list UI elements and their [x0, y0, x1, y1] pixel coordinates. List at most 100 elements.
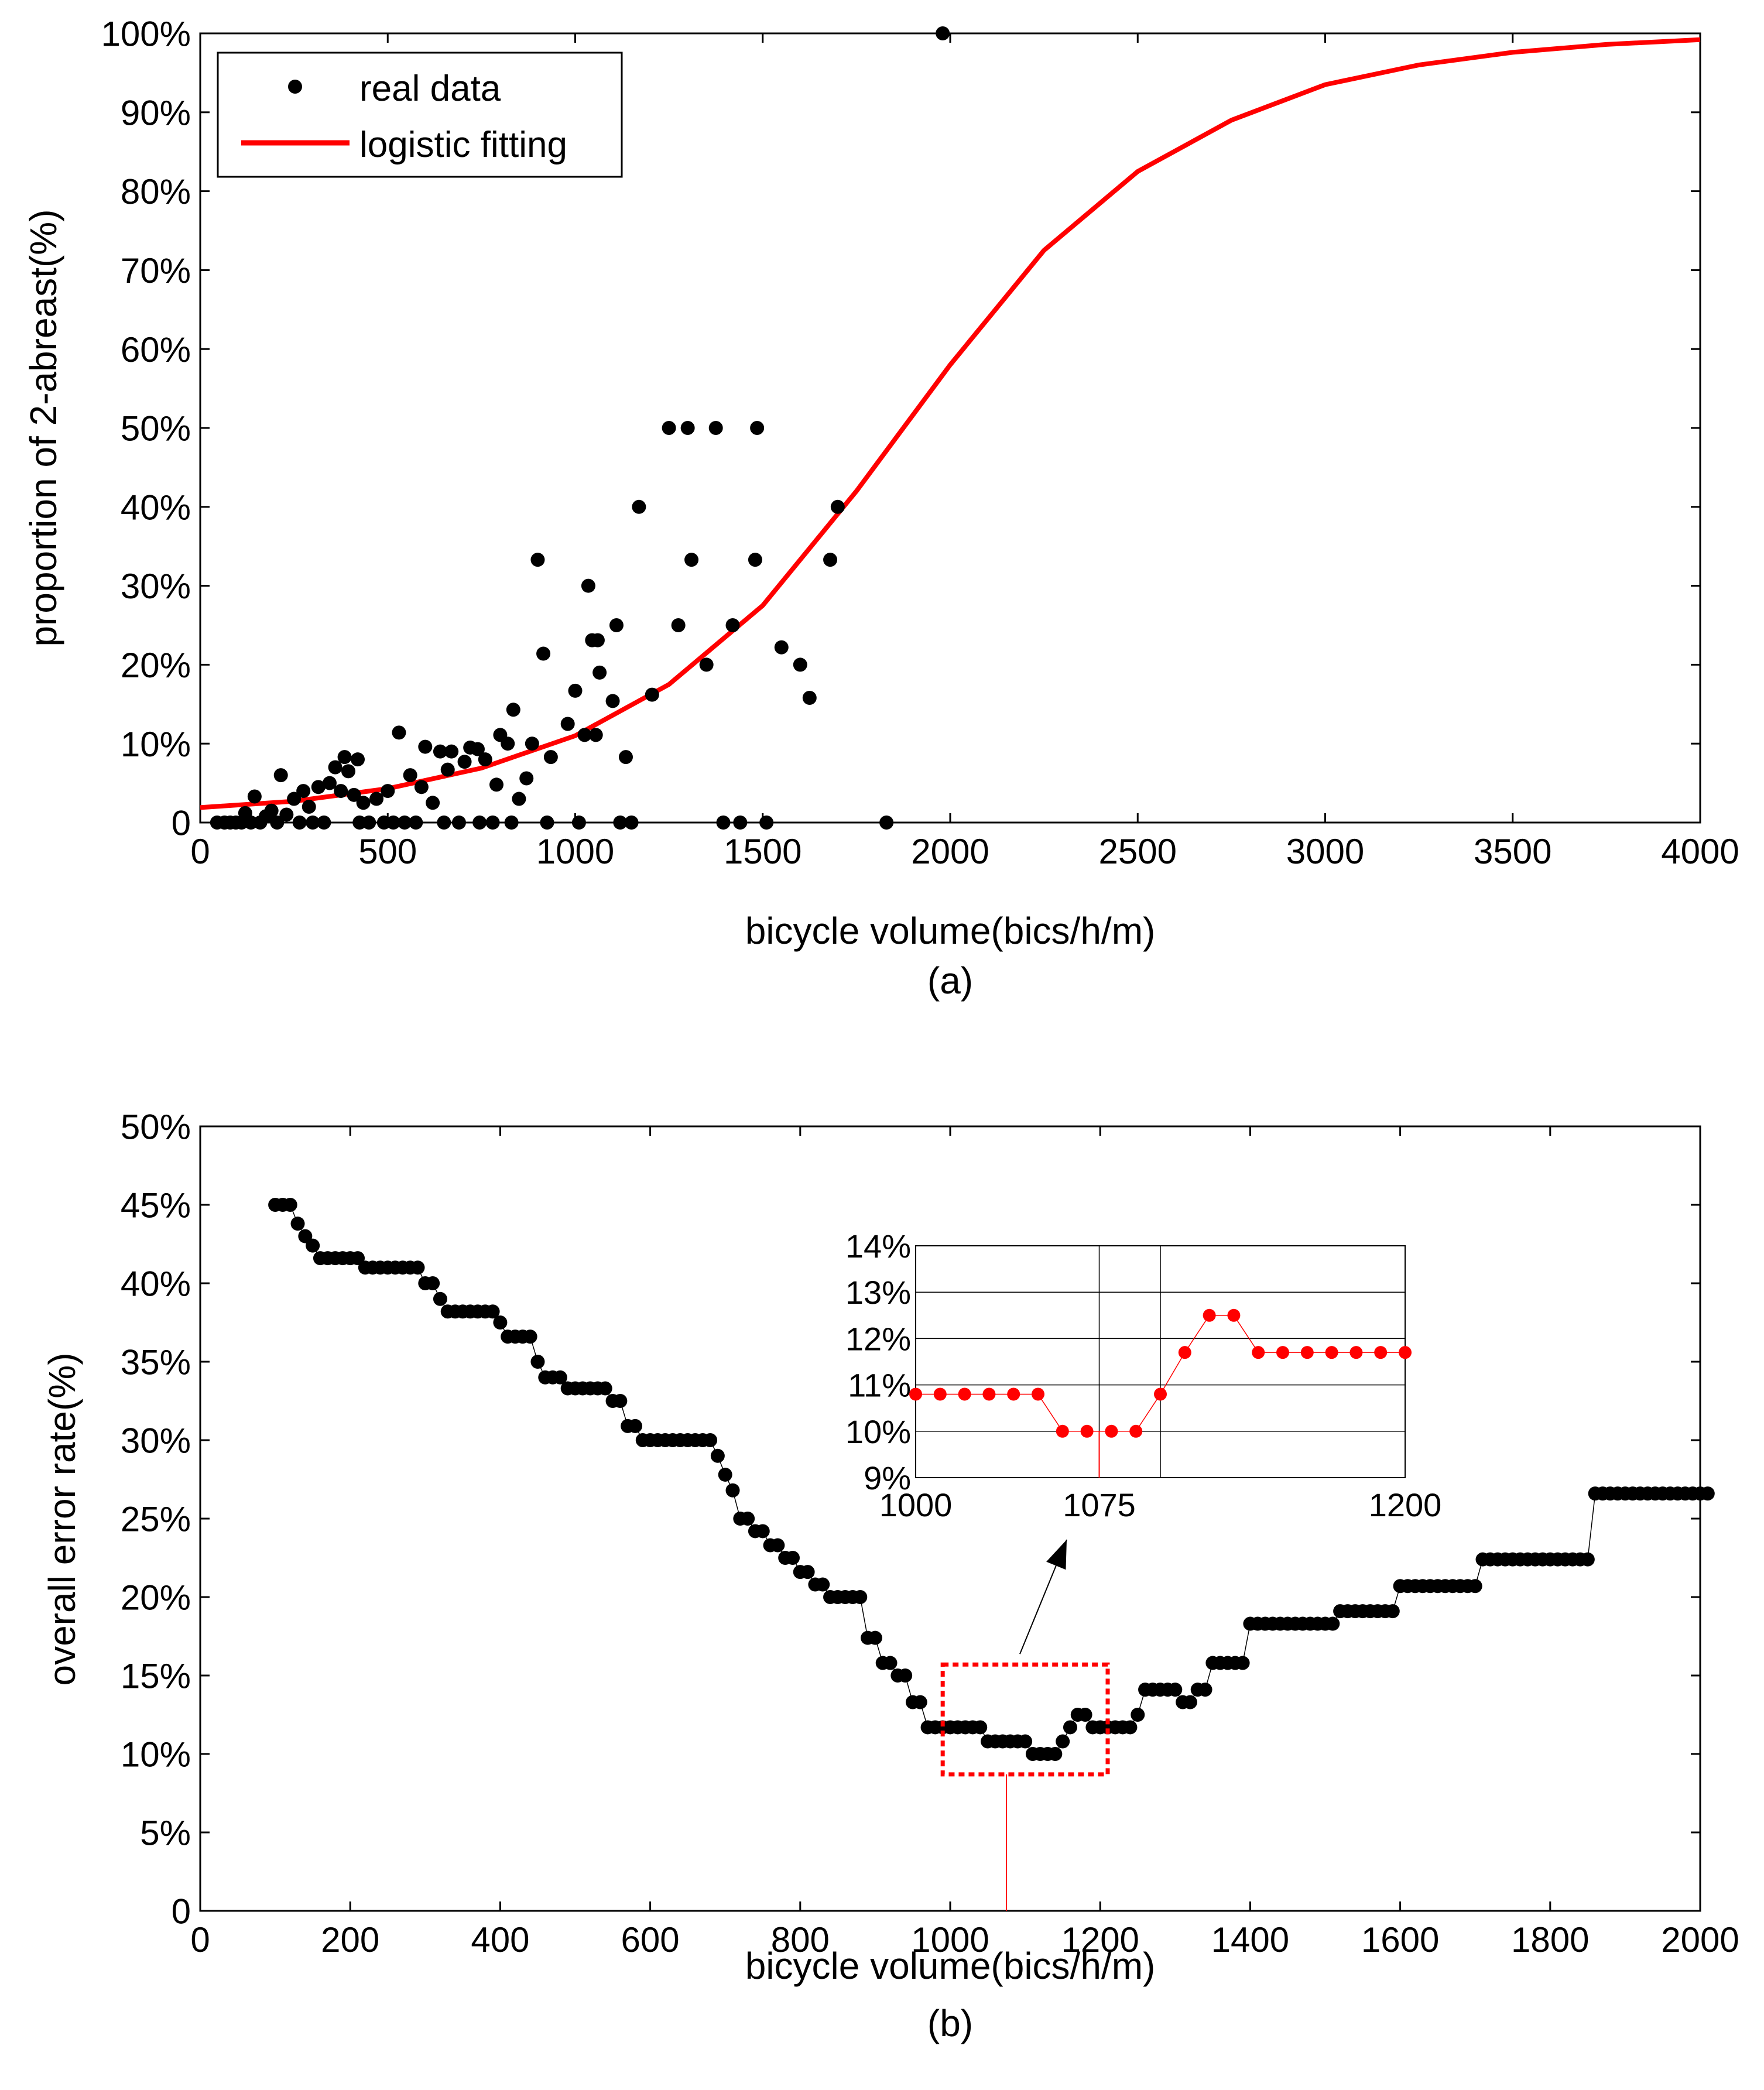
- real-data-point: [279, 807, 294, 822]
- chart-b-y-tick-labels: 0 5% 10% 15% 20% 25% 30% 35% 40% 45% 50%: [121, 1108, 191, 1931]
- error-rate-point: [523, 1330, 537, 1344]
- error-rate-point: [725, 1483, 740, 1498]
- error-rate-point: [613, 1394, 628, 1408]
- real-data-point: [478, 752, 492, 767]
- real-data-point: [386, 816, 400, 830]
- real-data-point: [609, 618, 624, 632]
- error-rate-point: [741, 1512, 755, 1526]
- chart-b-highlight-layer: [940, 1539, 1110, 1911]
- b-y-tick-label: 10%: [121, 1735, 191, 1774]
- real-data-point: [472, 816, 487, 830]
- real-data-point: [793, 657, 807, 672]
- real-data-point: [287, 792, 302, 806]
- real-data-point: [936, 26, 950, 40]
- real-data-point: [337, 750, 352, 765]
- b-y-tick-label: 35%: [121, 1343, 191, 1382]
- real-data-point: [590, 633, 605, 647]
- inset-point: [1032, 1387, 1044, 1401]
- a-x-tick-label: 3000: [1286, 832, 1364, 871]
- chart-b-y-axis-title: overall error rate(%): [41, 1352, 83, 1685]
- b-y-tick-label: 50%: [121, 1108, 191, 1147]
- a-x-tick-label: 1000: [536, 832, 614, 871]
- real-data-point: [414, 780, 429, 794]
- error-rate-point: [598, 1381, 612, 1396]
- b-y-tick-label: 5%: [140, 1814, 191, 1853]
- error-rate-point: [1235, 1656, 1250, 1670]
- real-data-point: [632, 499, 646, 514]
- real-data-point: [618, 750, 633, 765]
- highlight-box: [940, 1662, 1110, 1777]
- real-data-point: [684, 553, 699, 567]
- chart-a-points-layer: [210, 26, 950, 830]
- inset-point: [1203, 1308, 1216, 1322]
- real-data-point: [356, 796, 371, 810]
- chart-a: 0 500 1000 1500 2000 2500 3000 3500 4000 0 10% 20%…: [22, 15, 1739, 1002]
- a-y-tick-label: 100%: [101, 15, 191, 54]
- inset-x-tick-labels: 1000 1075 1200: [879, 1486, 1442, 1523]
- inset-point: [1325, 1346, 1338, 1359]
- chart-b-points-layer: [268, 1198, 1715, 1761]
- real-data-point: [322, 776, 337, 790]
- real-data-point: [662, 421, 676, 435]
- a-y-tick-label: 80%: [121, 172, 191, 211]
- real-data-point: [748, 553, 762, 567]
- a-x-tick-label: 4000: [1661, 832, 1739, 871]
- real-data-point: [519, 771, 534, 786]
- b-y-tick-label: 25%: [121, 1500, 191, 1539]
- inset-point: [1252, 1346, 1265, 1359]
- error-rate-point: [816, 1577, 830, 1592]
- real-data-point: [440, 762, 455, 777]
- error-rate-point: [553, 1370, 567, 1385]
- b-x-tick-label: 0: [190, 1920, 210, 1959]
- error-rate-point: [703, 1433, 718, 1447]
- chart-a-panel-label: (a): [927, 960, 973, 1002]
- error-rate-point: [628, 1419, 642, 1433]
- legend-box: [217, 52, 623, 178]
- real-data-point: [270, 816, 285, 830]
- inset-point: [933, 1387, 947, 1401]
- inset-point: [1105, 1424, 1118, 1438]
- a-y-tick-label: 20%: [121, 646, 191, 685]
- error-rate-point: [853, 1590, 868, 1604]
- inset-series-layer: [909, 1308, 1412, 1478]
- real-data-point: [426, 796, 440, 810]
- error-rate-point: [868, 1630, 882, 1645]
- real-data-point: [512, 792, 526, 806]
- real-data-point: [645, 687, 659, 702]
- error-rate-point: [800, 1565, 815, 1580]
- real-data-point: [489, 777, 503, 792]
- real-data-point: [830, 499, 845, 514]
- real-data-point: [802, 691, 817, 705]
- real-data-point: [451, 816, 466, 830]
- error-rate-point: [485, 1304, 500, 1319]
- inset-point: [1080, 1424, 1094, 1438]
- error-rate-point: [1168, 1683, 1183, 1697]
- real-data-point: [292, 816, 307, 830]
- real-data-point: [470, 742, 485, 756]
- chart-a-y-tick-labels: 0 10% 20% 30% 40% 50% 60% 70% 80% 90% 100%: [101, 15, 191, 843]
- real-data-point: [409, 816, 423, 830]
- real-data-point: [433, 744, 447, 759]
- b-y-tick-label: 15%: [121, 1657, 191, 1696]
- real-data-point: [369, 792, 384, 806]
- error-rate-point: [1048, 1747, 1063, 1761]
- real-data-point: [485, 816, 500, 830]
- chart-a-legend: real data logistic fitting: [217, 52, 623, 178]
- inset-point: [909, 1387, 922, 1401]
- a-y-tick-label: 40%: [121, 488, 191, 527]
- b-y-tick-label: 30%: [121, 1421, 191, 1461]
- error-rate-point: [1078, 1708, 1092, 1722]
- real-data-point: [588, 728, 603, 742]
- error-rate-point: [1183, 1695, 1197, 1709]
- real-data-point: [525, 736, 539, 751]
- real-data-point: [347, 787, 361, 802]
- a-y-tick-label: 70%: [121, 251, 191, 290]
- error-rate-point: [351, 1251, 365, 1266]
- real-data-point: [504, 816, 519, 830]
- a-x-tick-label: 500: [358, 832, 417, 871]
- inset-y-tick-label: 14%: [845, 1228, 911, 1265]
- chart-b-inset: 1000 1075 1200 9% 10% 11% 12% 13% 14%: [845, 1228, 1441, 1523]
- real-data-point: [680, 421, 695, 435]
- b-y-tick-label: 40%: [121, 1265, 191, 1304]
